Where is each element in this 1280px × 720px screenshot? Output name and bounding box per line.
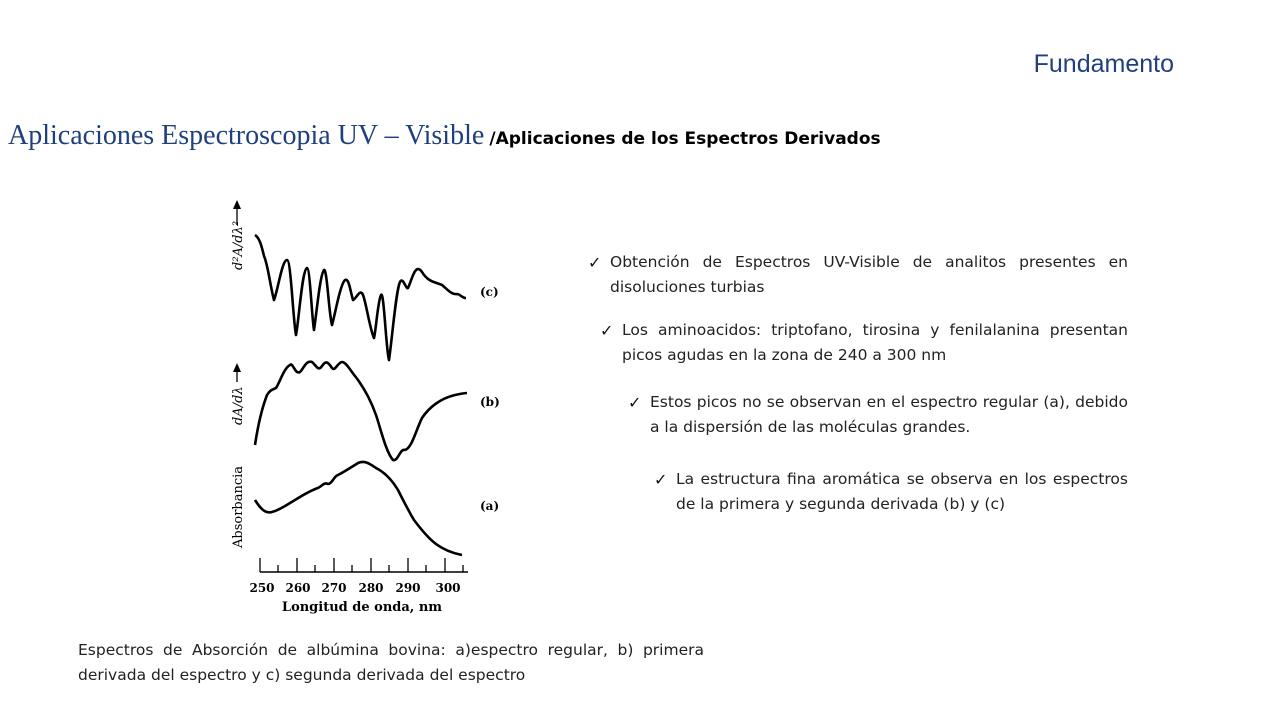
bullet-item: ✓ Los aminoacidos: triptofano, tirosina … [600,318,1128,368]
bullet-text: La estructura fina aromática se observa … [676,470,1128,513]
x-tick-label: 250 [249,581,274,595]
bullet-item: ✓ Estos picos no se observan en el espec… [628,390,1128,440]
bullet-item: ✓ La estructura fina aromática se observ… [654,467,1128,517]
x-tick-label: 280 [358,581,383,595]
check-icon: ✓ [588,253,602,272]
x-tick-label: 290 [395,581,420,595]
slide-title: Aplicaciones Espectroscopia UV – Visible… [8,120,881,152]
check-icon: ✓ [600,321,614,340]
ylabel-a: Absorbancia [231,466,246,549]
spectra-figure: d²A/dλ² dA/dλ Absorbancia (c) (b) (a) [200,190,520,620]
bullet-text: Estos picos no se observan en el espectr… [650,393,1128,436]
section-label: Fundamento [1033,50,1174,78]
ylabel-c: d²A/dλ² [231,221,246,270]
bullet-text: Obtención de Espectros UV-Visible de ana… [610,253,1128,296]
curve-label-c: (c) [480,285,499,299]
curve-label-b: (b) [480,395,500,409]
curve-b [253,360,468,462]
curve-a [253,460,463,557]
curve-label-a: (a) [480,499,499,513]
check-icon: ✓ [654,470,668,489]
x-axis-label: Longitud de onda, nm [282,600,442,615]
title-sub: /Aplicaciones de los Espectros Derivados [489,129,881,149]
ylabel-b-arrowhead [233,363,241,372]
ylabel-b: dA/dλ [231,386,246,425]
bullet-text: Los aminoacidos: triptofano, tirosina y … [622,321,1128,364]
title-main: Aplicaciones Espectroscopia UV – Visible [8,120,485,151]
figure-caption: Espectros de Absorción de albúmina bovin… [78,641,704,684]
x-tick-label: 260 [285,581,310,595]
x-tick-label: 270 [321,581,346,595]
curve-c [254,233,467,362]
check-icon: ✓ [628,393,642,412]
x-tick-label: 300 [435,581,460,595]
bullet-item: ✓ Obtención de Espectros UV-Visible de a… [588,250,1128,300]
ylabel-c-arrowhead [233,200,241,209]
spectra-svg: d²A/dλ² dA/dλ Absorbancia (c) (b) (a) [231,200,500,615]
x-axis-ticks [259,558,464,572]
